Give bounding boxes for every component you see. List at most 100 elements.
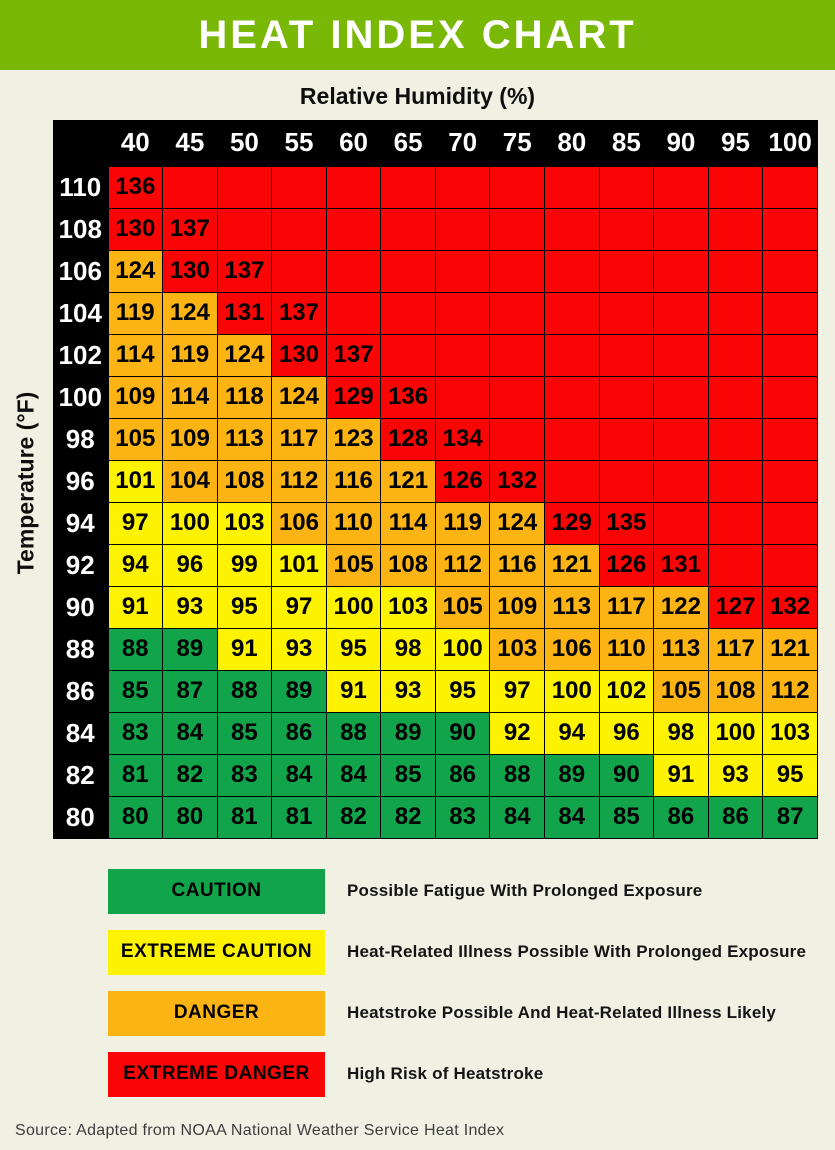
heat-index-cell: 110 [598, 627, 655, 671]
heat-index-cell [434, 165, 491, 209]
temperature-header-cell: 80 [53, 796, 108, 838]
heat-index-cell [434, 249, 491, 293]
heat-index-cell [762, 291, 818, 335]
heat-index-cell: 100 [707, 711, 764, 755]
heat-index-cell [216, 207, 273, 251]
source-attribution: Source: Adapted from NOAA National Weath… [15, 1122, 505, 1139]
table-row: 104 119 124 131 137 [53, 291, 818, 335]
heat-index-cell [762, 207, 818, 251]
legend-description: High Risk of Heatstroke [347, 1064, 544, 1083]
heat-index-cell: 109 [107, 375, 164, 419]
humidity-header-cell: 65 [380, 120, 436, 166]
heat-index-cell [162, 165, 218, 209]
legend-row: EXTREME DANGER High Risk of Heatstroke [108, 1051, 835, 1097]
heat-index-cell: 100 [434, 627, 491, 671]
table-row: 106 124 130 137 [53, 249, 818, 293]
heat-index-cell: 112 [762, 669, 818, 713]
heat-index-cell: 103 [216, 501, 273, 545]
heat-index-cell [271, 249, 327, 293]
heat-index-cell [434, 291, 491, 335]
heat-index-cell: 123 [325, 417, 382, 461]
heat-index-cell: 106 [271, 501, 327, 545]
heat-index-cell: 131 [653, 543, 709, 587]
heat-index-cell: 88 [489, 753, 545, 797]
heat-index-cell: 113 [216, 417, 273, 461]
heat-index-cell: 137 [325, 333, 382, 377]
heat-index-cell [325, 207, 382, 251]
heat-index-cell: 89 [162, 627, 218, 671]
humidity-header-cell: 50 [217, 120, 272, 166]
heat-index-cell [762, 333, 818, 377]
table-row: 82 81 82 83 84 84 85 86 88 89 90 91 93 95 [53, 753, 818, 797]
heat-index-cell [598, 459, 655, 503]
heat-index-cell [707, 165, 764, 209]
heat-index-cell: 113 [544, 585, 600, 629]
heat-index-cell [380, 291, 436, 335]
heat-index-cell: 121 [544, 543, 600, 587]
heat-index-cell: 86 [434, 753, 491, 797]
humidity-header-cell: 100 [762, 120, 818, 166]
heat-index-cell [598, 207, 655, 251]
heat-index-cell: 83 [434, 795, 491, 839]
heat-index-cell: 124 [162, 291, 218, 335]
title-bar: HEAT INDEX CHART [0, 0, 835, 70]
heat-index-table: 40 45 50 55 60 65 70 75 80 85 90 95 100 110 136 108 130 1… [53, 120, 818, 839]
heat-index-cell: 97 [107, 501, 164, 545]
heat-index-cell: 84 [325, 753, 382, 797]
heat-index-cell [544, 249, 600, 293]
heat-index-cell: 118 [216, 375, 273, 419]
heat-index-cell: 129 [325, 375, 382, 419]
heat-index-cell [653, 417, 709, 461]
heat-index-cell: 108 [216, 459, 273, 503]
temperature-axis-label: Temperature (°F) [12, 391, 39, 575]
heat-index-cell [653, 501, 709, 545]
heat-index-cell: 81 [216, 795, 273, 839]
heat-index-cell: 84 [162, 711, 218, 755]
heat-index-cell: 114 [380, 501, 436, 545]
heat-index-cell: 89 [380, 711, 436, 755]
heat-index-cell: 122 [653, 585, 709, 629]
heat-index-cell: 101 [271, 543, 327, 587]
heat-index-cell: 86 [653, 795, 709, 839]
temperature-header-cell: 104 [53, 292, 108, 334]
heat-index-cell: 131 [216, 291, 273, 335]
heat-index-cell: 93 [162, 585, 218, 629]
heat-index-cell: 98 [653, 711, 709, 755]
heat-index-cell: 104 [162, 459, 218, 503]
heat-index-cell [380, 333, 436, 377]
heat-index-cell [598, 417, 655, 461]
heat-index-cell: 105 [107, 417, 164, 461]
heat-index-cell: 83 [107, 711, 164, 755]
heat-index-cell: 105 [434, 585, 491, 629]
heat-index-cell: 128 [380, 417, 436, 461]
legend-row: EXTREME CAUTION Heat-Related Illness Poss… [108, 929, 835, 975]
heat-index-cell [653, 375, 709, 419]
heat-index-cell: 93 [380, 669, 436, 713]
heat-index-cell [325, 291, 382, 335]
heat-index-cell [598, 249, 655, 293]
heat-index-cell [762, 249, 818, 293]
temperature-header-cell: 110 [53, 166, 108, 208]
temperature-header-cell: 102 [53, 334, 108, 376]
heat-index-cell: 96 [598, 711, 655, 755]
heat-index-cell: 134 [434, 417, 491, 461]
heat-index-cell: 82 [380, 795, 436, 839]
heat-index-cell [762, 501, 818, 545]
heat-index-cell [434, 375, 491, 419]
heat-index-cell [707, 207, 764, 251]
heat-index-cell [598, 165, 655, 209]
heat-index-cell [762, 459, 818, 503]
heat-index-cell [489, 207, 545, 251]
heat-index-cell: 124 [107, 249, 164, 293]
heat-index-cell: 90 [434, 711, 491, 755]
heat-index-cell [489, 249, 545, 293]
heat-index-cell: 105 [325, 543, 382, 587]
heat-index-cell: 129 [544, 501, 600, 545]
humidity-header-cell: 55 [271, 120, 327, 166]
heat-index-cell: 124 [216, 333, 273, 377]
heat-index-cell: 130 [162, 249, 218, 293]
heat-index-cell: 93 [707, 753, 764, 797]
humidity-header-cell: 40 [108, 120, 163, 166]
heat-index-cell: 113 [653, 627, 709, 671]
heat-index-cell [489, 165, 545, 209]
